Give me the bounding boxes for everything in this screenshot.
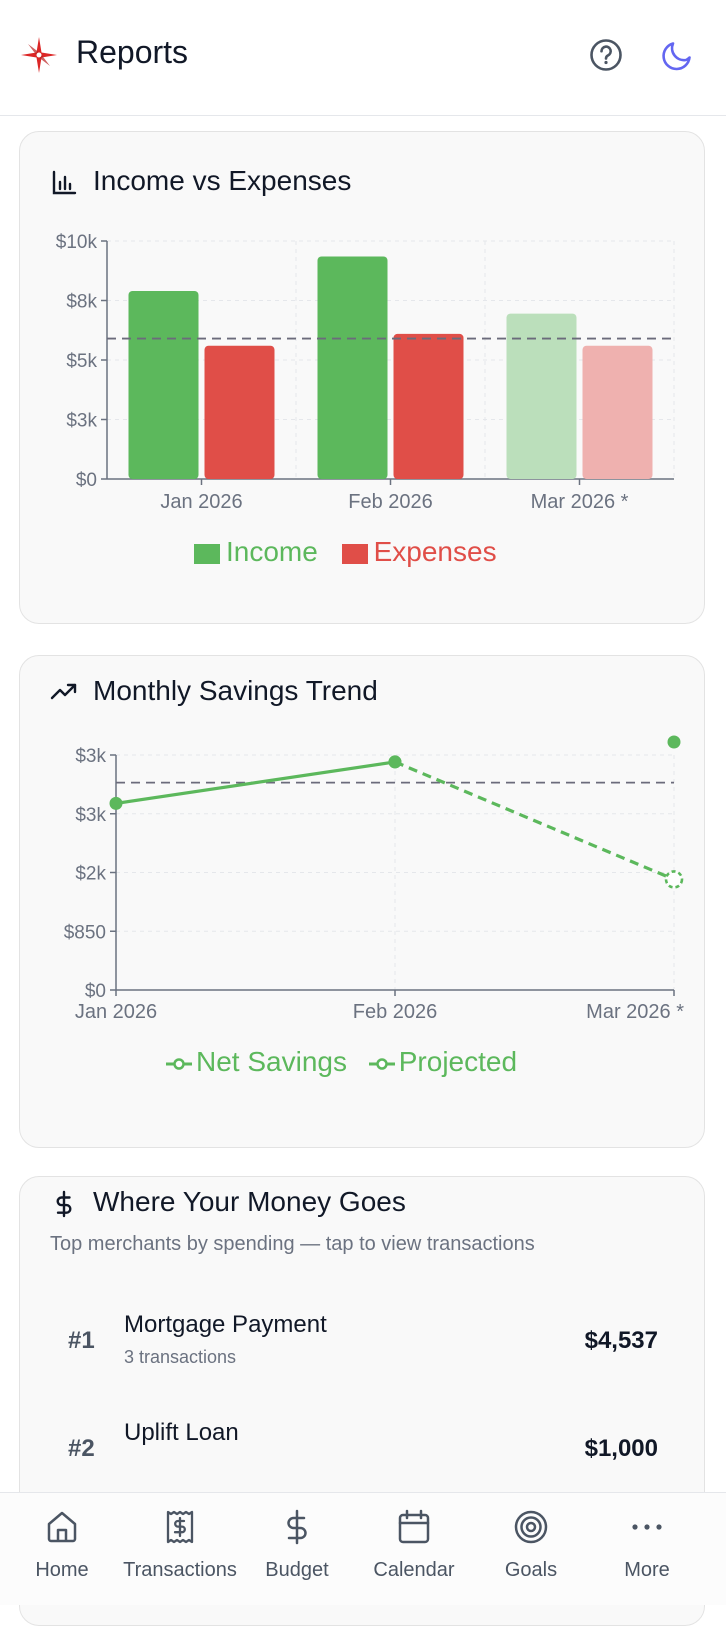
compass-icon xyxy=(21,37,57,73)
legend-income[interactable]: Income xyxy=(194,536,326,567)
y-tick-label: $3k xyxy=(75,746,106,767)
merchant-amount: $4,537 xyxy=(584,1327,658,1354)
income-bar xyxy=(317,256,388,479)
receipt-icon xyxy=(166,1510,194,1544)
legend-net-savings-marker xyxy=(166,1057,192,1070)
nav-transactions[interactable]: Transactions xyxy=(120,1493,240,1605)
y-tick-label: $8k xyxy=(66,292,97,313)
merchant-row[interactable]: #1 Mortgage Payment 3 transactions $4,53… xyxy=(20,1301,706,1381)
income-expenses-title: Income vs Expenses xyxy=(93,165,352,196)
projected-point xyxy=(664,870,684,889)
y-tick-label: $0 xyxy=(85,981,106,1002)
projected-line xyxy=(394,760,675,881)
nav-calendar-label: Calendar xyxy=(373,1559,455,1581)
expenses-bar xyxy=(393,333,464,479)
x-tick-label: Jan 2026 xyxy=(160,491,242,513)
merchants-title: Where Your Money Goes xyxy=(93,1186,406,1217)
nav-calendar[interactable]: Calendar xyxy=(354,1493,474,1605)
nav-goals[interactable]: Goals xyxy=(471,1493,591,1605)
legend-income-label: Income xyxy=(226,536,318,567)
y-tick-label: $5k xyxy=(66,351,97,372)
net-savings-point xyxy=(109,796,123,810)
net-savings-line xyxy=(115,760,396,805)
page-title: Reports xyxy=(76,34,189,70)
nav-budget-label: Budget xyxy=(265,1559,329,1581)
merchants-subtitle: Top merchants by spending — tap to view … xyxy=(50,1233,535,1255)
merchant-row[interactable]: #2 Uplift Loan $1,000 xyxy=(20,1409,706,1489)
savings-trend-card: Monthly Savings Trend $0 $850 $2k $3k $3k Jan… xyxy=(19,655,705,1148)
home-icon xyxy=(47,1511,77,1543)
y-tick-label: $3k xyxy=(66,411,97,432)
legend-projected-marker xyxy=(368,1057,395,1070)
trending-up-icon xyxy=(50,683,77,700)
merchant-count: 3 transactions xyxy=(124,1347,237,1367)
legend-net-savings-label: Net Savings xyxy=(196,1046,347,1077)
y-tick-label: $0 xyxy=(76,470,97,491)
nav-home[interactable]: Home xyxy=(2,1493,122,1605)
more-icon xyxy=(632,1524,662,1530)
legend-income-swatch xyxy=(194,543,220,564)
nav-goals-label: Goals xyxy=(504,1559,558,1581)
merchant-name: Mortgage Payment xyxy=(124,1311,327,1338)
x-tick-label: Jan 2026 xyxy=(75,1001,157,1023)
legend-net-savings[interactable]: Net Savings xyxy=(166,1046,355,1077)
savings-trend-chart: $0 $850 $2k $3k $3k Jan 2026 Feb 2026 Mar 2026 … xyxy=(64,735,684,1023)
x-tick-label: Mar 2026 * xyxy=(586,1001,684,1023)
dollar-icon xyxy=(287,1509,307,1545)
nav-transactions-label: Transactions xyxy=(123,1559,237,1581)
y-tick-label: $3k xyxy=(75,805,106,826)
y-tick-label: $2k xyxy=(75,864,106,885)
y-tick-label: $850 xyxy=(64,922,106,943)
calendar-icon xyxy=(398,1509,430,1544)
legend-expenses-swatch xyxy=(341,543,368,564)
income-bar xyxy=(128,290,199,479)
income-expenses-card: Income vs Expenses $0 $3k $5k $8k $10k Jan 20… xyxy=(19,131,705,624)
expenses-bar xyxy=(204,345,275,479)
legend-expenses[interactable]: Expenses xyxy=(341,536,497,567)
projected-point xyxy=(388,755,402,769)
bottom-nav: Home Transactions Budget Calendar Goals xyxy=(0,1492,726,1605)
y-tick-label: $10k xyxy=(56,232,98,253)
app-header: Reports xyxy=(0,0,726,116)
x-tick-label: Feb 2026 xyxy=(353,1001,438,1023)
moon-icon[interactable] xyxy=(659,36,697,74)
merchant-name: Uplift Loan xyxy=(124,1419,239,1446)
x-tick-label: Feb 2026 xyxy=(348,491,433,513)
savings-trend-title: Monthly Savings Trend xyxy=(93,675,378,706)
savings-trend-legend: Net Savings Projected xyxy=(166,1046,517,1078)
income-expenses-legend: Income Expenses xyxy=(194,536,497,568)
target-icon xyxy=(514,1510,548,1544)
merchant-rank: #1 xyxy=(68,1327,95,1354)
nav-more-label: More xyxy=(624,1559,670,1581)
legend-expenses-label: Expenses xyxy=(373,536,497,567)
nav-budget[interactable]: Budget xyxy=(237,1493,357,1605)
nav-home-label: Home xyxy=(35,1559,89,1581)
merchant-amount: $1,000 xyxy=(584,1435,658,1462)
dollar-icon xyxy=(56,1190,72,1218)
x-tick-label: Mar 2026 * xyxy=(531,491,629,513)
merchant-rank: #2 xyxy=(68,1435,95,1462)
bar-chart-icon xyxy=(52,170,77,195)
expenses-bar xyxy=(582,345,653,479)
nav-more[interactable]: More xyxy=(587,1493,707,1605)
help-circle-icon[interactable] xyxy=(587,36,625,74)
income-bar xyxy=(506,313,577,479)
legend-projected-label: Projected xyxy=(398,1046,518,1077)
income-expenses-chart: $0 $3k $5k $8k $10k Jan 2026 Feb 2026 Mar 2026 … xyxy=(56,232,675,513)
legend-projected[interactable]: Projected xyxy=(368,1046,518,1077)
net-savings-point xyxy=(667,735,681,749)
